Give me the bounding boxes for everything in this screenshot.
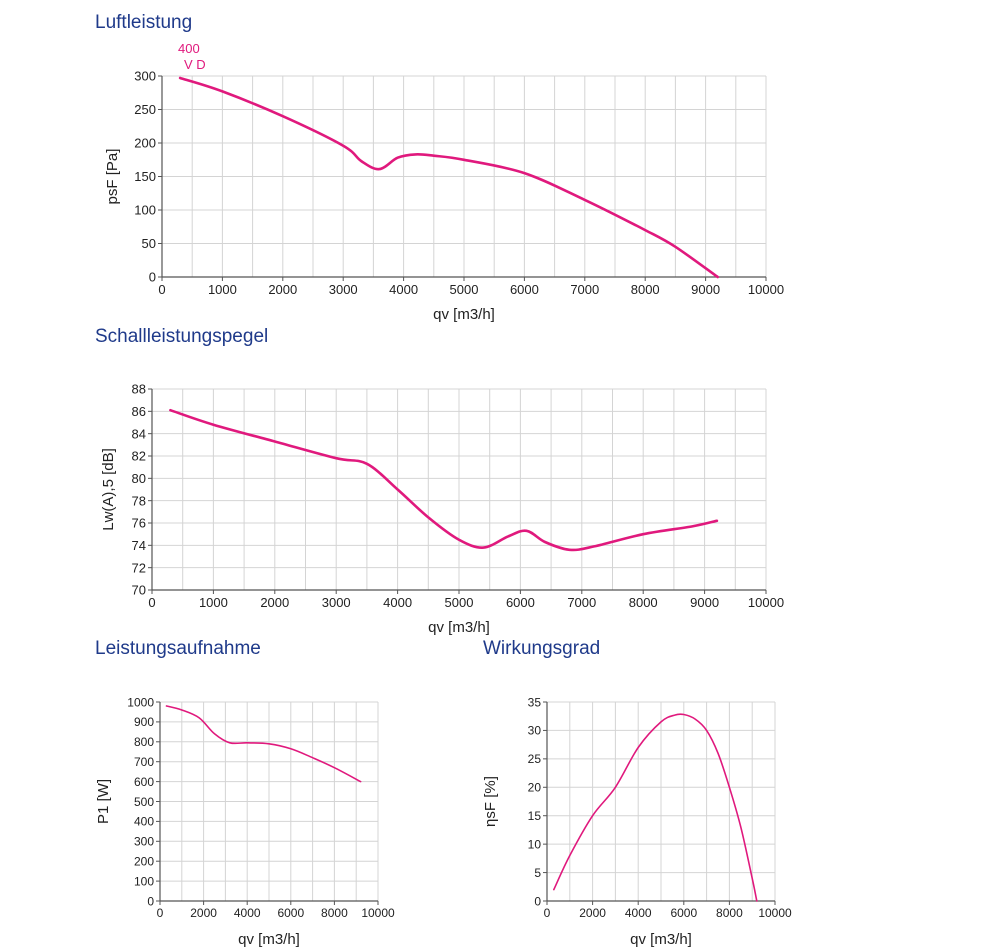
x-tick-label: 5000: [450, 282, 479, 297]
y-tick-label: 84: [132, 426, 146, 441]
y-tick-label: 72: [132, 560, 146, 575]
x-tick-label: 8000: [629, 595, 658, 610]
y-tick-label: 82: [132, 449, 146, 464]
y-tick-label: 250: [134, 102, 156, 117]
x-tick-label: 10000: [361, 906, 395, 920]
y-tick-label: 0: [534, 894, 541, 908]
x-tick-label: 2000: [268, 282, 297, 297]
x-tick-label: 0: [158, 282, 165, 297]
x-tick-label: 6000: [670, 906, 697, 920]
x-tick-label: 4000: [234, 906, 261, 920]
y-tick-label: 5: [534, 866, 541, 880]
y-tick-label: 15: [528, 809, 542, 823]
x-tick-label: 4000: [625, 906, 652, 920]
x-tick-label: 6000: [510, 282, 539, 297]
x-tick-label: 1000: [208, 282, 237, 297]
y-tick-label: 74: [132, 538, 146, 553]
x-tick-label: 0: [148, 595, 155, 610]
y-tick-label: 76: [132, 516, 146, 531]
y-tick-label: 70: [132, 583, 146, 598]
x-tick-label: 1000: [199, 595, 228, 610]
y-tick-label: 600: [134, 775, 154, 789]
y-tick-label: 0: [147, 894, 154, 908]
x-tick-label: 6000: [277, 906, 304, 920]
title-leistungsaufnahme: Leistungsaufnahme: [95, 638, 261, 659]
x-tick-label: 7000: [570, 282, 599, 297]
y-tick-label: 30: [528, 724, 542, 738]
y-tick-label: 100: [134, 874, 154, 888]
x-tick-label: 9000: [690, 595, 719, 610]
series-line-schall: [169, 408, 719, 552]
y-tick-label: 10: [528, 837, 542, 851]
y-tick-label: 1000: [127, 695, 154, 709]
x-tick-label: 10000: [748, 282, 784, 297]
x-tick-label: 0: [157, 906, 164, 920]
curve-annotation-line1: 400: [178, 41, 200, 56]
x-tick-label: 5000: [445, 595, 474, 610]
y-tick-label: 500: [134, 795, 154, 809]
y-tick-label: 400: [134, 815, 154, 829]
y-axis-label: Lw(A),5 [dB]: [100, 448, 117, 531]
title-wirkungsgrad: Wirkungsgrad: [483, 638, 601, 659]
x-tick-label: 8000: [716, 906, 743, 920]
chart-schall: 0 1000 2000 3000 4000 5000 6000 7000 8000 9000 100…: [100, 382, 784, 636]
title-schallleistungspegel: Schallleistungspegel: [95, 326, 269, 347]
y-tick-label: 88: [132, 382, 146, 397]
y-axis-label: psF [Pa]: [104, 149, 121, 205]
y-tick-label: 200: [134, 136, 156, 151]
chart-wirk: 0 2000 4000 6000 8000 10000 0 5 10 15 20 25 30 35 qv […: [482, 695, 792, 948]
x-tick-label: 2000: [190, 906, 217, 920]
chart-leist: 0 2000 4000 6000 8000 10000 0 100 200 300 400 500 60…: [95, 695, 395, 948]
y-tick-label: 80: [132, 471, 146, 486]
y-tick-label: 50: [142, 236, 156, 251]
x-tick-label: 9000: [691, 282, 720, 297]
title-luftleistung: Luftleistung: [95, 12, 193, 33]
x-tick-label: 10000: [758, 906, 792, 920]
x-tick-label: 8000: [321, 906, 348, 920]
y-tick-label: 700: [134, 755, 154, 769]
y-tick-label: 35: [528, 695, 542, 709]
y-tick-label: 78: [132, 493, 146, 508]
x-tick-label: 2000: [260, 595, 289, 610]
y-axis-label: ηsF [%]: [482, 776, 499, 827]
x-tick-label: 3000: [329, 282, 358, 297]
curve-annotation-line2: V D: [184, 57, 206, 72]
x-tick-label: 7000: [567, 595, 596, 610]
y-tick-label: 150: [134, 169, 156, 184]
y-tick-label: 200: [134, 855, 154, 869]
x-axis-label: qv [m3/h]: [630, 931, 692, 948]
y-tick-label: 100: [134, 203, 156, 218]
x-tick-label: 3000: [322, 595, 351, 610]
series-line-leist: [165, 705, 362, 783]
x-tick-label: 4000: [389, 282, 418, 297]
x-tick-label: 4000: [383, 595, 412, 610]
y-tick-label: 300: [134, 69, 156, 84]
y-tick-label: 86: [132, 404, 146, 419]
x-tick-label: 6000: [506, 595, 535, 610]
x-tick-label: 2000: [579, 906, 606, 920]
y-tick-label: 900: [134, 715, 154, 729]
x-axis-label: qv [m3/h]: [238, 931, 300, 948]
x-axis-label: qv [m3/h]: [433, 306, 495, 323]
x-tick-label: 10000: [748, 595, 784, 610]
series-line-luft: [178, 76, 719, 279]
y-tick-label: 300: [134, 835, 154, 849]
y-axis-label: P1 [W]: [95, 779, 112, 824]
y-tick-label: 25: [528, 752, 542, 766]
y-tick-label: 800: [134, 735, 154, 749]
y-tick-label: 0: [149, 270, 156, 285]
x-tick-label: 8000: [631, 282, 660, 297]
chart-luft: 0 1000 2000 3000 4000 5000 6000 7000 8000 9000 100…: [104, 41, 784, 323]
x-tick-label: 0: [544, 906, 551, 920]
x-axis-label: qv [m3/h]: [428, 619, 490, 636]
y-tick-label: 20: [528, 781, 542, 795]
